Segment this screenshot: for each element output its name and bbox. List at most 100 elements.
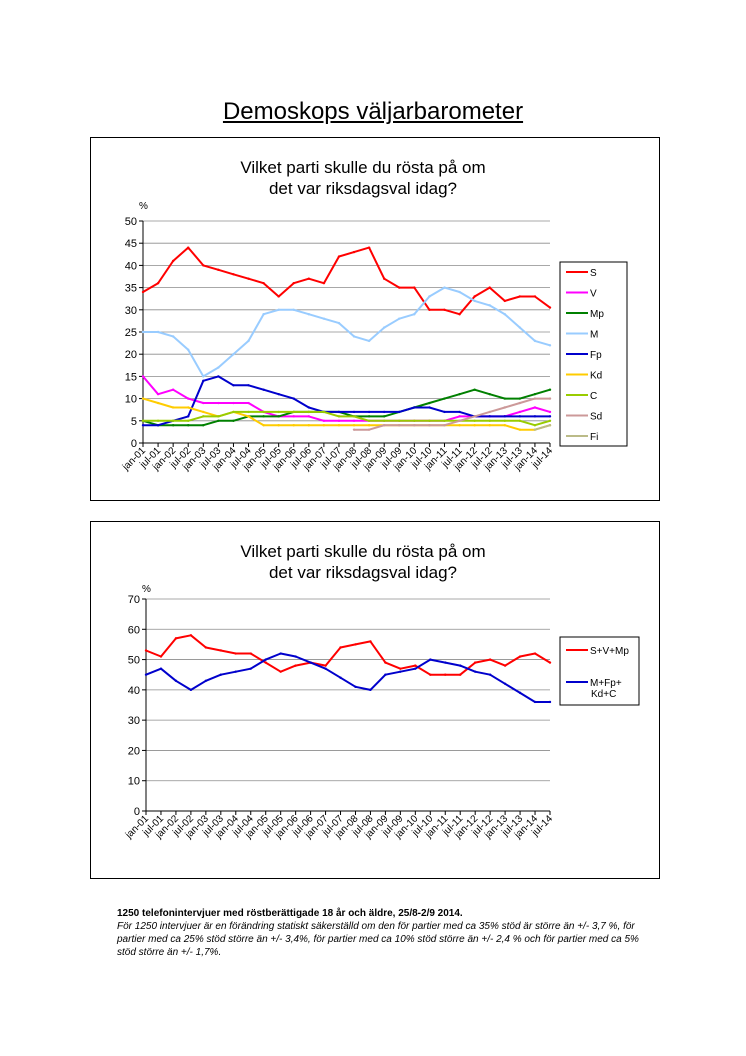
data-point-m	[247, 339, 250, 343]
data-point-s-v-mp	[279, 670, 282, 673]
data-point-s	[458, 313, 461, 316]
data-point-s-v-mp	[518, 655, 522, 658]
data-point-m	[518, 326, 522, 329]
data-point-s	[337, 255, 341, 258]
series-line-s-v-mp	[145, 634, 551, 676]
data-point-m-fp-kd-c	[324, 667, 327, 670]
data-point-c	[503, 419, 506, 422]
data-point-m-fp-kd-c	[294, 655, 297, 658]
data-point-m	[156, 330, 160, 334]
data-point-c	[307, 410, 311, 414]
data-point-m-fp-kd-c	[369, 688, 372, 692]
data-point-m	[367, 339, 371, 343]
data-point-m-fp-kd-c	[219, 673, 223, 676]
data-point-s	[217, 268, 220, 272]
data-point-s	[247, 277, 250, 280]
series-line-fi	[534, 424, 551, 431]
data-point-s-v-mp	[399, 667, 402, 670]
data-point-s-v-mp	[159, 655, 163, 658]
data-point-m	[473, 299, 476, 303]
data-point-m	[262, 313, 265, 316]
legend-label: Fp	[590, 350, 602, 361]
data-point-m	[458, 290, 461, 294]
data-point-m	[488, 304, 491, 307]
series-line-kd	[142, 397, 551, 431]
chart-title-line-1: Vilket parti skulle du rösta på om	[240, 542, 485, 561]
data-point-fp	[548, 415, 552, 418]
y-tick-label: 10	[128, 776, 140, 788]
data-point-v	[352, 419, 356, 422]
data-point-m-fp-kd-c	[548, 700, 552, 704]
data-point-s-v-mp	[339, 646, 342, 649]
data-point-m-fp-kd-c	[518, 691, 522, 695]
data-point-fp	[292, 397, 295, 400]
data-point-s	[292, 281, 295, 285]
data-point-m	[292, 308, 295, 311]
data-point-mp	[277, 415, 280, 418]
data-point-s	[322, 281, 326, 285]
data-point-fp	[232, 384, 235, 387]
data-point-sd	[518, 401, 522, 405]
data-point-c	[141, 419, 145, 422]
data-point-s	[533, 295, 537, 298]
legend-label: Kd	[590, 371, 602, 382]
legend-label: S+V+Mp	[590, 646, 629, 657]
data-point-m	[533, 339, 537, 343]
data-point-s-v-mp	[473, 661, 477, 664]
legend-label: Fi	[590, 432, 598, 443]
y-tick-label: 70	[128, 594, 140, 606]
data-point-fp	[337, 410, 341, 414]
bloc-chart-svg: Vilket parti skulle du rösta på om det v…	[123, 542, 640, 841]
data-point-c	[413, 419, 416, 422]
series-line-m	[143, 286, 551, 378]
data-point-s-v-mp	[548, 661, 552, 664]
data-point-c	[352, 415, 356, 418]
data-point-m-fp-kd-c	[309, 661, 312, 664]
data-point-kd	[322, 424, 326, 427]
data-point-c	[202, 415, 205, 418]
data-point-v	[533, 406, 537, 409]
data-point-c	[367, 419, 371, 422]
data-point-v	[458, 415, 461, 418]
data-point-fi	[548, 424, 552, 427]
data-point-s-v-mp	[503, 664, 507, 667]
data-point-mp	[533, 392, 537, 396]
data-point-v	[156, 392, 160, 396]
data-point-fp	[141, 424, 145, 427]
data-point-fp	[428, 406, 431, 409]
data-point-kd	[352, 424, 356, 427]
series-line-m-fp-kd-c	[145, 652, 550, 703]
data-point-s	[488, 286, 491, 289]
data-point-s-v-mp	[354, 643, 357, 646]
data-point-v	[217, 401, 220, 405]
data-point-fp	[202, 379, 205, 383]
data-point-m-fp-kd-c	[488, 673, 492, 676]
data-point-s	[156, 281, 160, 285]
data-point-fp	[217, 375, 220, 378]
data-point-m	[171, 335, 175, 338]
data-point-mp	[443, 397, 446, 400]
data-point-kd	[187, 406, 190, 409]
data-point-c	[488, 419, 491, 422]
margin-of-error-text: För 1250 intervjuer är en förändring sta…	[117, 921, 639, 958]
legend-label-continued: Kd+C	[591, 689, 616, 700]
data-point-c	[548, 419, 552, 422]
data-point-fp	[518, 415, 522, 418]
series-line-mp	[142, 388, 551, 427]
data-point-c	[337, 415, 341, 418]
data-point-s	[548, 306, 552, 309]
y-tick-label: 15	[125, 371, 137, 383]
data-point-fp	[307, 406, 311, 409]
data-point-fp	[413, 406, 416, 409]
survey-footnote: 1250 telefonintervjuer med röstberättiga…	[117, 907, 657, 959]
data-point-s	[367, 246, 371, 249]
data-point-s	[518, 295, 522, 298]
data-point-m-fp-kd-c	[264, 658, 267, 661]
data-point-s	[428, 308, 431, 311]
data-point-kd	[202, 410, 205, 414]
data-point-mp	[171, 424, 175, 427]
data-point-s	[277, 295, 280, 298]
y-tick-label: 40	[128, 685, 140, 697]
data-point-kd	[307, 424, 311, 427]
data-point-s-v-mp	[369, 640, 372, 643]
